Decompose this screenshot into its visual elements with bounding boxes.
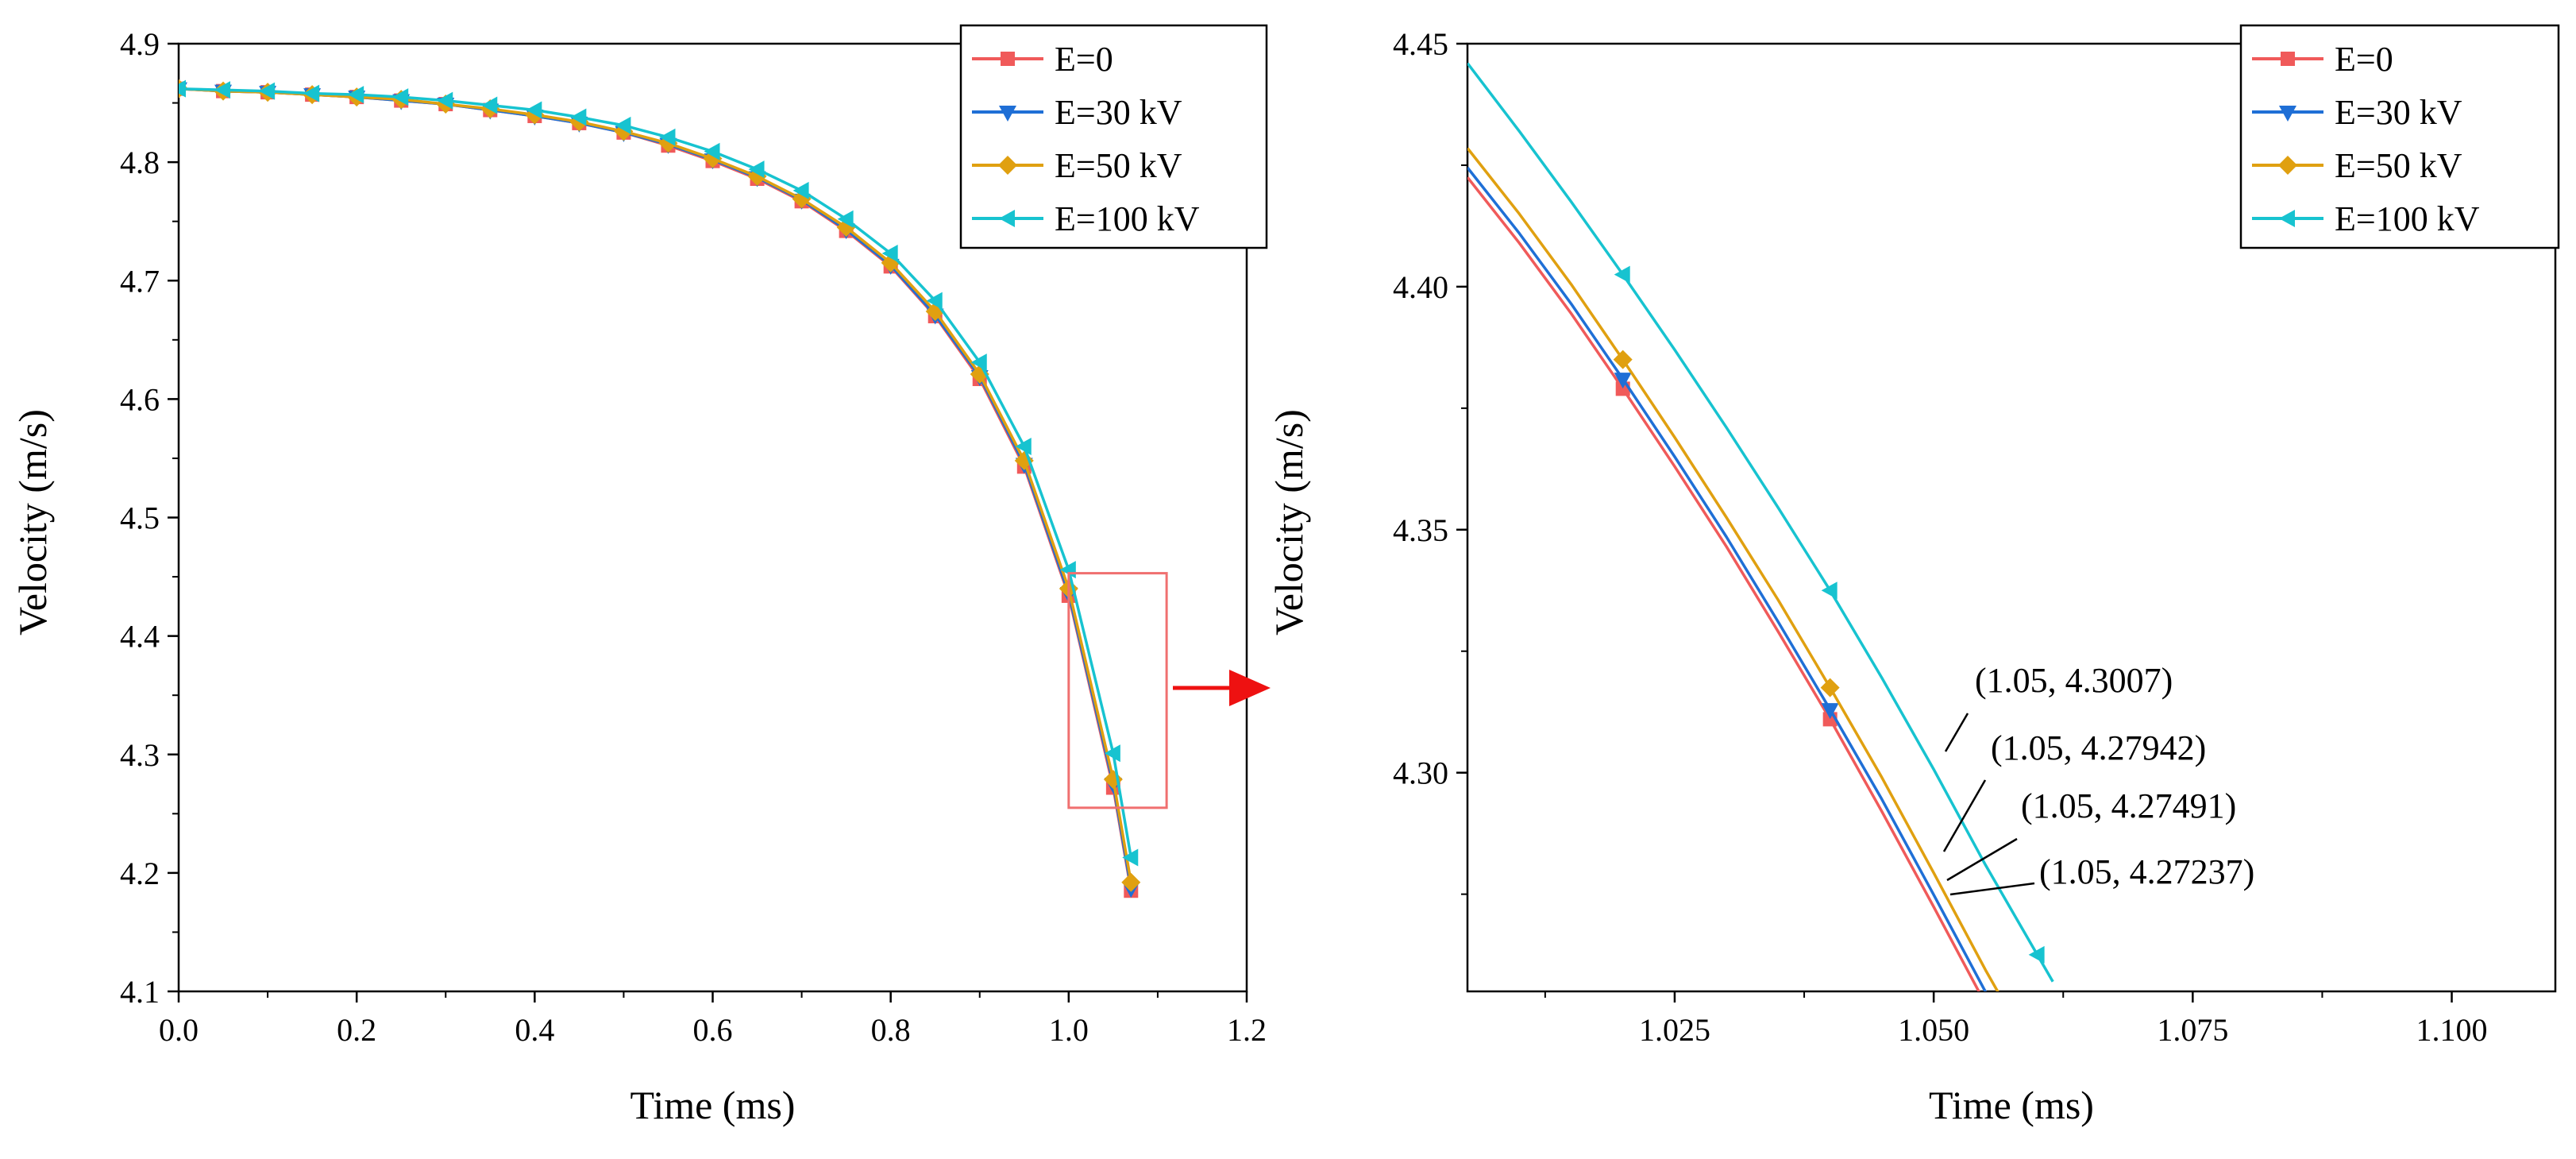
annotation-leader	[1946, 837, 2018, 882]
legend-label: E=50 kV	[1055, 146, 1182, 185]
data-point	[2028, 1052, 2047, 1071]
data-point	[1821, 581, 1838, 600]
y-axis-title: Velocity (m/s)	[10, 409, 55, 636]
y-tick-label: 4.4	[120, 619, 160, 655]
legend-label: E=0	[2335, 40, 2393, 79]
x-tick-label: 1.025	[1639, 1012, 1710, 1048]
data-point	[1820, 678, 1840, 697]
data-point	[1614, 265, 1630, 284]
series-line-2	[1467, 147, 1999, 991]
y-tick-label: 4.2	[120, 856, 160, 891]
velocity-time-zoom-chart: 1.025 1.050 1.075 1.100 4.30 4.35 4.40 4.45 Time…	[1267, 24, 2560, 1127]
data-point	[179, 79, 186, 98]
legend-marker	[999, 210, 1015, 227]
plot-area	[179, 79, 1141, 898]
y-axis-title: Velocity (m/s)	[1267, 409, 1311, 636]
data-point	[659, 128, 676, 146]
x-tick-label: 1.2	[1227, 1012, 1267, 1048]
data-point	[2028, 945, 2045, 964]
data-point	[526, 101, 542, 119]
legend-label: E=30 kV	[2335, 93, 2462, 132]
annotation-leader	[1944, 713, 1969, 752]
annotation-label: (1.05, 4.3007)	[1975, 661, 2173, 700]
annotation-leader	[1942, 779, 1987, 852]
data-point	[748, 160, 765, 179]
data-point	[481, 96, 498, 114]
annotation-label: (1.05, 4.27942)	[1991, 728, 2206, 767]
legend-marker	[998, 156, 1017, 175]
data-point	[704, 142, 720, 160]
x-tick-label: 1.050	[1898, 1012, 1969, 1048]
y-tick-label: 4.6	[120, 381, 160, 417]
data-point	[214, 81, 231, 99]
data-point	[792, 181, 809, 199]
x-tick-label: 0.8	[871, 1012, 911, 1048]
legend-marker	[2278, 156, 2297, 175]
data-point	[437, 91, 453, 110]
annotation-label: (1.05, 4.27237)	[2039, 852, 2254, 891]
x-tick-label: 1.0	[1049, 1012, 1089, 1048]
legend-marker	[1001, 52, 1015, 66]
data-point	[392, 88, 409, 106]
y-tick-label: 4.30	[1393, 755, 1448, 791]
data-point	[1122, 848, 1139, 867]
data-point	[970, 353, 987, 372]
series-line-1	[1467, 166, 1988, 991]
legend-marker	[2279, 106, 2296, 122]
data-point	[615, 116, 631, 134]
x-tick-label: 0.4	[515, 1012, 554, 1048]
data-point	[1015, 438, 1032, 456]
data-point	[837, 210, 854, 228]
data-point	[881, 244, 898, 262]
x-tick-label: 1.075	[2157, 1012, 2228, 1048]
y-tick-label: 4.9	[120, 26, 160, 62]
legend-label: E=100 kV	[2335, 199, 2480, 238]
x-tick-label: 1.100	[2416, 1012, 2488, 1048]
zoom-region-box	[1067, 572, 1168, 809]
x-axis-title: Time (ms)	[1929, 1083, 2094, 1127]
data-point	[926, 292, 943, 310]
data-point	[303, 84, 320, 102]
data-point	[1104, 744, 1120, 763]
x-tick-label: 0.0	[159, 1012, 199, 1048]
legend-marker	[999, 106, 1016, 122]
y-tick-label: 4.1	[120, 974, 160, 1010]
annotation-leader	[1949, 882, 2035, 896]
zoom-arrow	[1173, 670, 1271, 706]
data-point	[1613, 350, 1633, 369]
y-tick-label: 4.35	[1393, 512, 1448, 548]
x-axis-title: Time (ms)	[631, 1083, 796, 1127]
annotation-label: (1.05, 4.27491)	[2021, 786, 2236, 825]
y-tick-label: 4.3	[120, 737, 160, 773]
y-tick-label: 4.5	[120, 500, 160, 536]
velocity-time-chart: 0.0 0.2 0.4 0.6 0.8 1.0 1.2 4.1 4.2 4.3 4.4 4.5 4.6 4…	[10, 24, 1268, 1127]
legend-marker	[2279, 210, 2295, 227]
x-tick-label: 0.2	[337, 1012, 376, 1048]
series-line-3	[1467, 62, 2054, 983]
legend-label: E=100 kV	[1055, 199, 1200, 238]
x-tick-label: 0.6	[693, 1012, 733, 1048]
data-point	[259, 82, 276, 100]
data-point	[348, 86, 364, 104]
series-line-0	[1467, 176, 1980, 991]
plot-frame	[1466, 42, 2557, 993]
plot-area	[1467, 62, 2054, 1071]
y-tick-label: 4.7	[120, 263, 160, 299]
legend-label: E=0	[1055, 40, 1113, 79]
y-tick-label: 4.8	[120, 145, 160, 180]
legend-marker	[2281, 52, 2295, 66]
y-tick-label: 4.45	[1393, 26, 1448, 62]
data-point	[1614, 373, 1632, 389]
data-point	[1121, 872, 1141, 892]
data-point	[570, 108, 587, 126]
legend-label: E=50 kV	[2335, 146, 2462, 185]
y-tick-label: 4.40	[1393, 269, 1448, 305]
legend-label: E=30 kV	[1055, 93, 1182, 132]
data-point	[1821, 703, 1839, 720]
